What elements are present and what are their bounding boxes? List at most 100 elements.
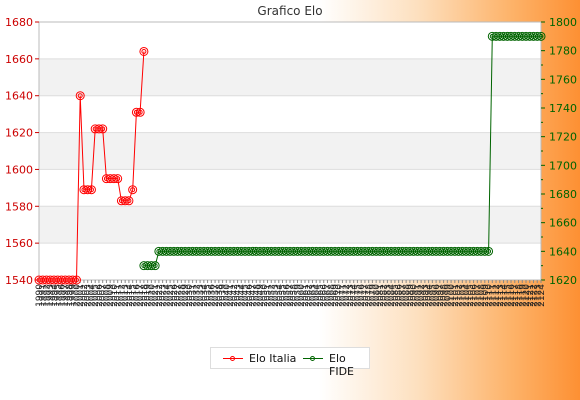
- series-0-point: [45, 275, 55, 285]
- x-tick-label: 2092: [417, 284, 427, 307]
- x-tick-label: 2000: [72, 284, 82, 307]
- x-tick-label: 2114: [500, 284, 510, 307]
- legend: Elo Italia Elo FIDE: [210, 347, 370, 378]
- series-1-point: [240, 246, 250, 256]
- y-left-tick-label: 1580: [5, 200, 33, 213]
- series-1-point: [229, 246, 239, 256]
- series-1-point: [334, 246, 344, 256]
- series-1-point: [529, 31, 539, 41]
- series-1-point: [439, 246, 449, 256]
- x-tick-label: 2036: [207, 284, 217, 307]
- x-tick-label: 2115: [503, 284, 513, 307]
- series-1-point: [266, 246, 276, 256]
- x-tick-label: 2033: [196, 284, 206, 307]
- legend-label-elo-fide: Elo FIDE: [329, 352, 354, 378]
- x-tick-label: 2111: [488, 284, 498, 307]
- x-tick-label: 2066: [320, 284, 330, 307]
- series-1-point: [292, 246, 302, 256]
- x-tick-label: 2071: [338, 284, 348, 307]
- x-tick-label: 2080: [372, 284, 382, 307]
- x-tick-label: 2060: [297, 284, 307, 307]
- x-tick-label: 2101: [451, 284, 461, 307]
- series-1-point: [465, 246, 475, 256]
- y-right-tick-label: 1740: [549, 102, 577, 115]
- series-1-point: [536, 31, 546, 41]
- y-right-tick-label: 1760: [549, 73, 577, 86]
- series-1-point: [322, 246, 332, 256]
- x-tick-label: 2123: [533, 284, 543, 307]
- series-0-point-inner: [130, 187, 136, 193]
- series-1-point: [319, 246, 329, 256]
- x-tick-label: 2063: [308, 284, 318, 307]
- series-0-point: [83, 185, 93, 195]
- x-tick-label: 2038: [215, 284, 225, 307]
- x-tick-label: 2106: [470, 284, 480, 307]
- series-1-point-inner: [538, 33, 544, 39]
- series-1-point: [184, 246, 194, 256]
- x-tick-label: 1999: [69, 284, 79, 307]
- x-tick-label: 2042: [230, 284, 240, 307]
- x-tick-label: 2016: [132, 284, 142, 307]
- series-1-point: [173, 246, 183, 256]
- series-0-point: [135, 107, 145, 117]
- x-tick-label: 2030: [185, 284, 195, 307]
- x-tick-label: 2052: [267, 284, 277, 307]
- y-right-tick-label: 1640: [549, 245, 577, 258]
- x-tick-label: 2077: [361, 284, 371, 307]
- series-1-point: [405, 246, 415, 256]
- x-tick-label: 2039: [219, 284, 229, 307]
- series-0-point: [139, 46, 149, 56]
- y-right-tick-label: 1800: [549, 16, 577, 29]
- x-tick-label: 1992: [42, 284, 52, 307]
- series-0-point: [120, 196, 130, 206]
- series-1-point: [382, 246, 392, 256]
- grid-band: [39, 58, 541, 96]
- series-1-point: [420, 246, 430, 256]
- series-0-point: [79, 185, 89, 195]
- x-tick-label: 2087: [398, 284, 408, 307]
- x-tick-label: 2026: [170, 284, 180, 307]
- series-1-point: [169, 246, 179, 256]
- x-tick-label: 2107: [473, 284, 483, 307]
- y-left-tick-label: 1660: [5, 53, 33, 66]
- x-tick-label: 2027: [174, 284, 184, 307]
- x-axis-ticks: 1990199119921993199419951996199719981999…: [35, 280, 547, 307]
- series-1-point: [259, 246, 269, 256]
- x-tick-label: 2121: [526, 284, 536, 307]
- series-0-point: [98, 124, 108, 134]
- x-tick-label: 2037: [211, 284, 221, 307]
- x-tick-label: 2104: [462, 284, 472, 307]
- series-1-point: [221, 246, 231, 256]
- x-tick-label: 2011: [114, 284, 124, 307]
- series-1-point: [461, 246, 471, 256]
- series-1-point: [506, 31, 516, 41]
- x-tick-label: 2040: [222, 284, 232, 307]
- x-tick-label: 2084: [387, 284, 397, 307]
- x-tick-label: 2045: [241, 284, 251, 307]
- x-tick-label: 2067: [323, 284, 333, 307]
- x-tick-label: 2102: [455, 284, 465, 307]
- series-1-point: [341, 246, 351, 256]
- x-tick-label: 2100: [447, 284, 457, 307]
- x-tick-label: 1993: [46, 284, 56, 307]
- series-1-point: [296, 246, 306, 256]
- x-tick-label: 2053: [271, 284, 281, 307]
- plot-bands: [39, 22, 541, 280]
- x-tick-label: 2002: [80, 284, 90, 307]
- series-1-point: [304, 246, 314, 256]
- series-1-point: [180, 246, 190, 256]
- series-1-point: [206, 246, 216, 256]
- x-tick-label: 2086: [395, 284, 405, 307]
- series-0-point-inner: [115, 176, 121, 182]
- x-tick-label: 2090: [410, 284, 420, 307]
- x-tick-label: 2075: [353, 284, 363, 307]
- series-1-point: [356, 246, 366, 256]
- x-tick-label: 1990: [35, 284, 45, 307]
- x-tick-label: 2070: [335, 284, 345, 307]
- x-tick-label: 2020: [147, 284, 157, 307]
- legend-icon-elo-italia: [223, 356, 243, 361]
- x-tick-label: 1995: [54, 284, 64, 307]
- series-0-point: [53, 275, 63, 285]
- series-0-point: [64, 275, 74, 285]
